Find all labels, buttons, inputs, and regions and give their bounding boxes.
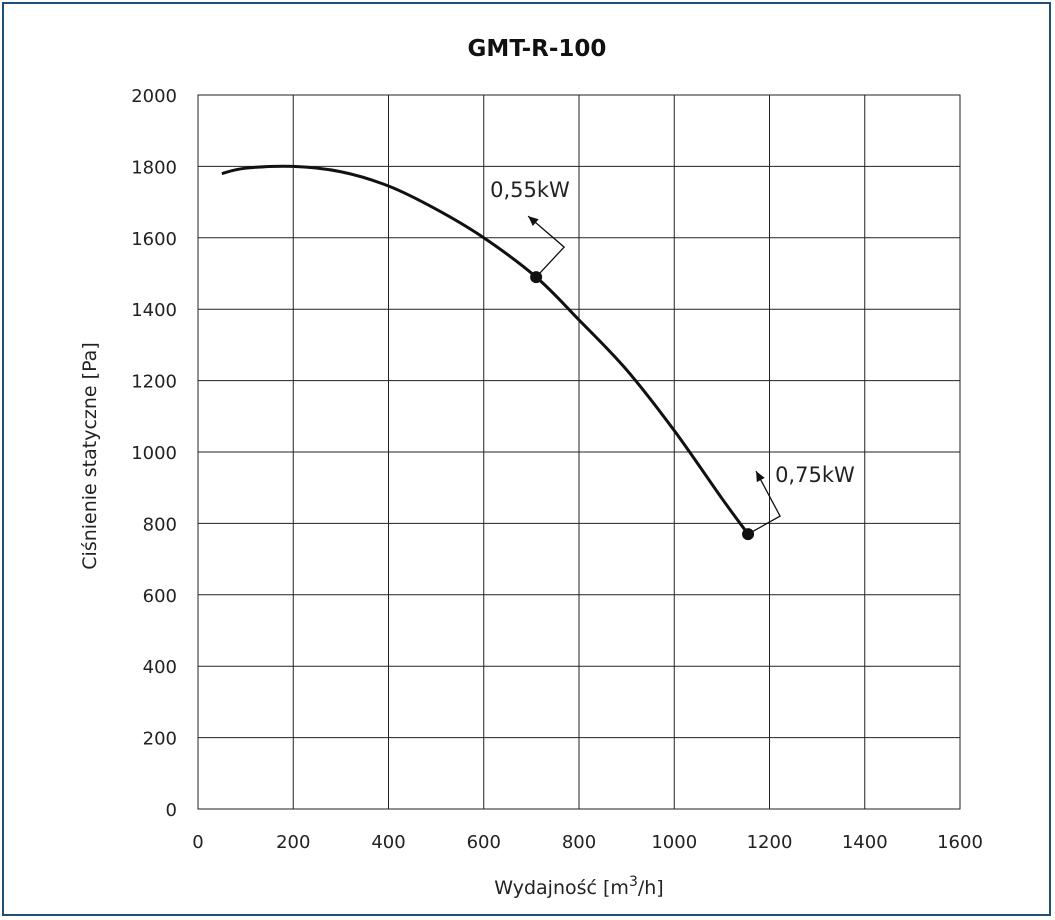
pointer-arrowhead <box>528 216 539 227</box>
x-tick-label: 1000 <box>651 832 697 853</box>
point-label: 0,55kW <box>490 178 570 202</box>
y-axis-label: Ciśnienie statyczne [Pa] <box>79 342 101 569</box>
x-tick-label: 200 <box>276 832 310 853</box>
y-tick-label: 1600 <box>131 229 177 250</box>
y-tick-label: 1200 <box>131 372 177 393</box>
x-tick-label: 1200 <box>747 832 793 853</box>
point-label: 0,75kW <box>775 463 855 487</box>
x-tick-label: 1600 <box>937 832 983 853</box>
y-tick-label: 1800 <box>131 157 177 178</box>
y-tick-label: 2000 <box>131 86 177 107</box>
y-tick-label: 0 <box>166 800 177 821</box>
chart: GMT-R-100 0 200 400 600 800 1000 1200 1400 1600 0… <box>79 36 983 899</box>
x-tick-label: 400 <box>371 832 405 853</box>
y-tick-label: 800 <box>143 514 177 535</box>
plot-area-border <box>197 94 961 810</box>
pointer-line <box>527 215 566 278</box>
pointer-line <box>747 470 781 535</box>
performance-curve <box>221 164 750 535</box>
x-tick-label: 600 <box>467 832 501 853</box>
x-axis-label: Wydajność [m3/h] <box>494 874 663 899</box>
y-tick-label: 600 <box>143 586 177 607</box>
x-tick-label: 800 <box>562 832 596 853</box>
y-tick-label: 1000 <box>131 443 177 464</box>
x-tick-label: 1400 <box>842 832 888 853</box>
pointer-arrowhead <box>756 471 765 483</box>
chart-title: GMT-R-100 <box>468 36 607 62</box>
y-tick-label: 400 <box>143 657 177 678</box>
y-tick-label: 200 <box>143 729 177 750</box>
y-tick-label: 1400 <box>131 300 177 321</box>
x-tick-label: 0 <box>192 832 203 853</box>
